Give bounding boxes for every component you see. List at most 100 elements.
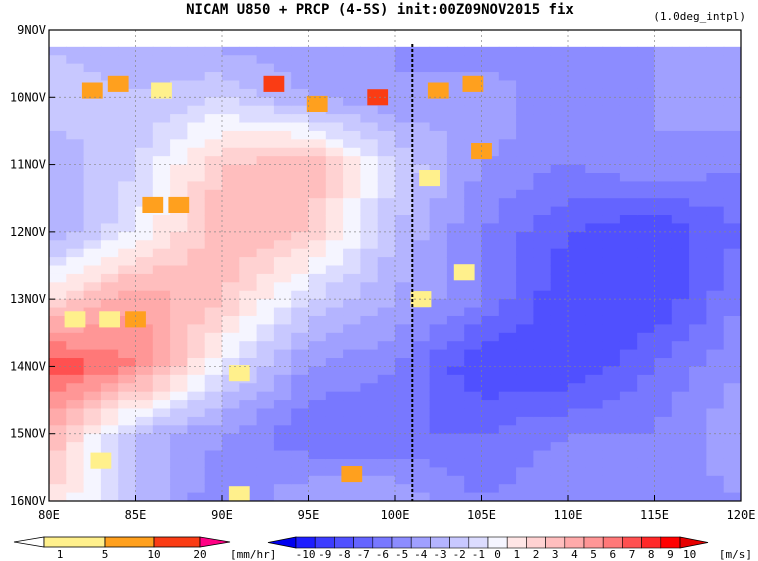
u850-cell — [602, 63, 621, 73]
u850-cell — [222, 240, 240, 250]
u850-cell — [256, 257, 275, 267]
u850-cell — [204, 391, 223, 401]
u850-cell — [170, 63, 188, 73]
u850-cell — [619, 290, 638, 300]
u850-cell — [602, 374, 621, 384]
u850-cell — [135, 475, 154, 485]
u850-cell — [446, 223, 465, 233]
u850-cell — [170, 400, 188, 410]
u850-cell — [343, 400, 361, 410]
u850-cell — [706, 198, 725, 208]
u850-cell — [360, 433, 379, 443]
u850-cell — [602, 97, 621, 107]
u850-cell — [170, 492, 188, 501]
wind-colorbar: -10 -9 -8 -7 -6 -5 -4 -3 -2 -1 0 1 2 3 4 5 6 7 8 9 10 [m/s] — [267, 536, 752, 561]
u850-cell — [395, 122, 413, 132]
u850-cell — [446, 282, 465, 292]
u850-cell — [550, 105, 569, 115]
u850-cell — [273, 223, 292, 233]
u850-cell — [706, 383, 725, 393]
u850-cell — [689, 450, 707, 460]
u850-cell — [637, 231, 656, 241]
u850-cell — [66, 257, 85, 267]
u850-cell — [83, 198, 102, 208]
u850-cell — [308, 248, 327, 258]
u850-cell — [325, 189, 344, 199]
u850-cell — [602, 458, 621, 468]
u850-cell — [412, 492, 431, 501]
u850-cell — [377, 282, 396, 292]
u850-cell — [671, 122, 690, 132]
u850-cell — [187, 223, 206, 233]
u850-cell — [446, 374, 465, 384]
u850-cell — [273, 324, 292, 334]
u850-cell — [100, 299, 119, 309]
u850-cell — [343, 315, 361, 325]
u850-cell — [83, 475, 102, 485]
u850-cell — [689, 442, 707, 452]
precip-colorbar-label: 20 — [193, 548, 206, 561]
u850-cell — [671, 458, 690, 468]
u850-cell — [118, 374, 137, 384]
u850-cell — [412, 484, 431, 494]
u850-cell — [152, 55, 171, 65]
u850-cell — [204, 130, 223, 140]
u850-cell — [49, 391, 67, 401]
u850-cell — [49, 122, 67, 132]
u850-cell — [619, 46, 638, 56]
u850-cell — [689, 349, 707, 359]
u850-cell — [585, 181, 604, 191]
u850-cell — [689, 484, 707, 494]
u850-cell — [706, 492, 725, 501]
precip-cell — [125, 311, 146, 328]
u850-cell — [481, 442, 500, 452]
u850-cell — [152, 240, 171, 250]
u850-cell — [256, 181, 275, 191]
u850-cell — [533, 383, 552, 393]
x-tick-label: 90E — [211, 508, 233, 522]
u850-cell — [619, 416, 638, 426]
u850-cell — [377, 299, 396, 309]
u850-cell — [273, 55, 292, 65]
u850-cell — [464, 290, 483, 300]
u850-cell — [325, 198, 344, 208]
u850-cell — [723, 257, 741, 267]
u850-cell — [170, 223, 188, 233]
u850-cell — [412, 156, 431, 166]
u850-cell — [291, 307, 310, 317]
u850-cell — [204, 408, 223, 418]
u850-cell — [187, 189, 206, 199]
u850-cell — [706, 130, 725, 140]
u850-cell — [360, 366, 379, 376]
u850-cell — [568, 206, 586, 216]
u850-cell — [706, 257, 725, 267]
u850-cell — [671, 332, 690, 342]
u850-cell — [395, 391, 413, 401]
u850-cell — [516, 147, 534, 157]
u850-cell — [66, 299, 85, 309]
u850-cell — [325, 282, 344, 292]
u850-cell — [446, 366, 465, 376]
u850-cell — [723, 408, 741, 418]
u850-cell — [291, 341, 310, 351]
u850-cell — [723, 366, 741, 376]
u850-cell — [66, 198, 85, 208]
u850-cell — [308, 122, 327, 132]
u850-cell — [100, 374, 119, 384]
u850-cell — [66, 72, 85, 82]
u850-cell — [481, 484, 500, 494]
u850-cell — [481, 257, 500, 267]
u850-cell — [256, 114, 275, 124]
u850-cell — [446, 400, 465, 410]
x-tick-label: 115E — [640, 508, 669, 522]
u850-cell — [602, 105, 621, 115]
u850-cell — [325, 484, 344, 494]
u850-cell — [498, 282, 517, 292]
u850-cell — [568, 374, 586, 384]
u850-cell — [308, 164, 327, 174]
u850-cell — [222, 450, 240, 460]
u850-cell — [429, 215, 448, 225]
u850-cell — [602, 425, 621, 435]
u850-cell — [723, 97, 741, 107]
u850-cell — [464, 105, 483, 115]
